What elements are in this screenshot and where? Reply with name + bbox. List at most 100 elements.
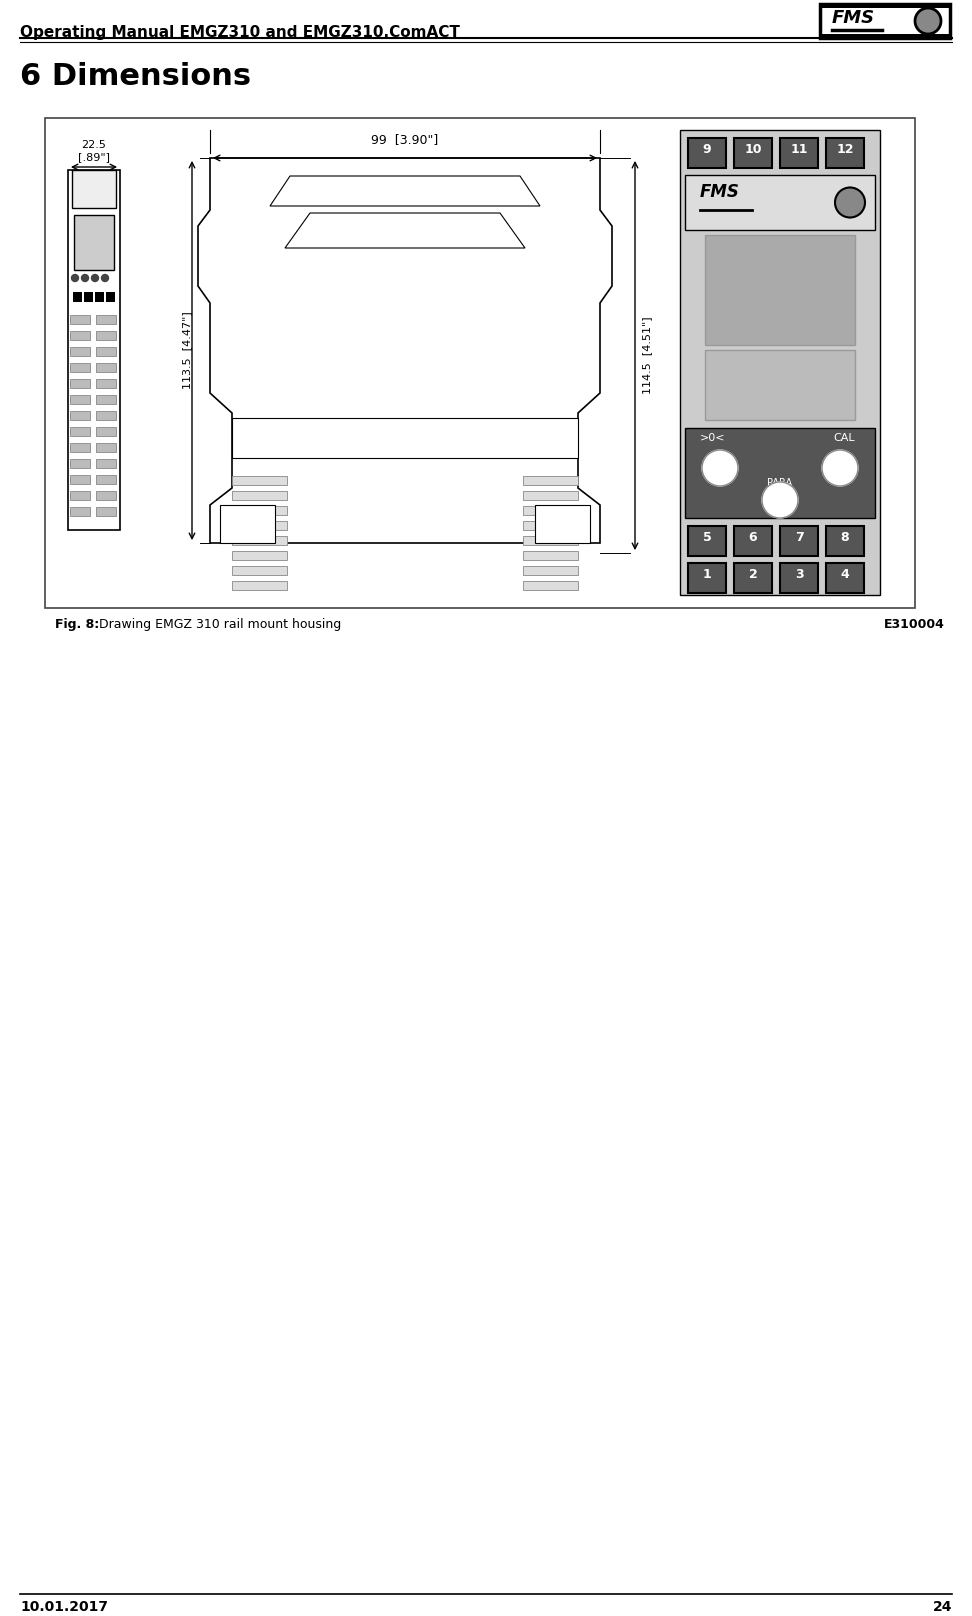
Bar <box>523 582 578 590</box>
Bar <box>70 475 90 485</box>
Bar <box>232 506 287 516</box>
Bar <box>70 331 90 339</box>
Bar <box>84 292 93 302</box>
Bar <box>96 443 116 452</box>
Bar <box>106 292 115 302</box>
Bar <box>70 315 90 323</box>
Polygon shape <box>198 158 612 543</box>
Text: FMS: FMS <box>700 183 740 200</box>
Text: 4: 4 <box>841 567 850 582</box>
Text: 114.5  [4.51"]: 114.5 [4.51"] <box>642 317 652 394</box>
Bar <box>96 459 116 469</box>
Text: E310004: E310004 <box>885 617 945 630</box>
Bar <box>70 507 90 516</box>
Bar <box>688 525 726 556</box>
Bar <box>232 582 287 590</box>
Bar <box>70 364 90 372</box>
Circle shape <box>915 8 941 34</box>
Circle shape <box>101 275 109 281</box>
Text: >0<: >0< <box>700 433 725 443</box>
Circle shape <box>72 275 79 281</box>
Bar <box>74 215 114 270</box>
Bar <box>73 292 82 302</box>
Bar <box>96 331 116 339</box>
Polygon shape <box>232 419 578 457</box>
Bar <box>826 137 864 168</box>
Circle shape <box>822 449 858 486</box>
Text: 1: 1 <box>703 567 712 582</box>
Bar <box>232 520 287 530</box>
Bar <box>734 137 772 168</box>
Text: 6 Dimensions: 6 Dimensions <box>20 61 251 90</box>
Bar <box>96 410 116 420</box>
Polygon shape <box>270 176 540 205</box>
Text: 113.5  [4.47"]: 113.5 [4.47"] <box>182 312 192 389</box>
Bar <box>70 459 90 469</box>
Bar <box>45 118 915 608</box>
Bar <box>523 520 578 530</box>
Bar <box>70 410 90 420</box>
Text: Operating Manual EMGZ310 and EMGZ310.ComACT: Operating Manual EMGZ310 and EMGZ310.Com… <box>20 24 460 40</box>
Bar <box>232 551 287 561</box>
Bar <box>780 562 818 593</box>
Bar <box>680 129 880 595</box>
Bar <box>70 427 90 436</box>
Bar <box>95 292 104 302</box>
Text: 99  [3.90"]: 99 [3.90"] <box>371 133 438 145</box>
Bar <box>826 525 864 556</box>
Bar <box>780 525 818 556</box>
Text: 10.01.2017: 10.01.2017 <box>20 1600 108 1614</box>
Bar <box>232 537 287 545</box>
Bar <box>232 566 287 575</box>
Bar <box>232 491 287 499</box>
Bar <box>820 34 950 39</box>
Bar <box>96 315 116 323</box>
Text: 22.5: 22.5 <box>82 141 107 150</box>
Bar <box>96 364 116 372</box>
Bar <box>820 3 950 8</box>
Bar <box>72 170 116 208</box>
Bar <box>70 380 90 388</box>
Bar <box>96 347 116 356</box>
Bar <box>70 347 90 356</box>
Text: 3: 3 <box>795 567 803 582</box>
Bar <box>96 427 116 436</box>
Bar <box>523 537 578 545</box>
Text: 7: 7 <box>795 532 804 545</box>
Bar <box>96 507 116 516</box>
Text: Fig. 8:: Fig. 8: <box>55 617 99 630</box>
Text: 12: 12 <box>836 142 853 157</box>
Bar <box>685 428 875 519</box>
Bar <box>685 175 875 229</box>
Bar <box>826 562 864 593</box>
Bar <box>820 3 950 39</box>
Bar <box>96 475 116 485</box>
Text: 6: 6 <box>748 532 757 545</box>
Bar <box>70 394 90 404</box>
Text: CAL: CAL <box>833 433 855 443</box>
Bar <box>68 170 120 530</box>
Bar <box>523 477 578 485</box>
Polygon shape <box>285 213 525 247</box>
Text: 10: 10 <box>745 142 762 157</box>
Text: 8: 8 <box>841 532 850 545</box>
Circle shape <box>762 482 798 519</box>
Bar <box>232 477 287 485</box>
Text: FMS: FMS <box>832 10 875 27</box>
Bar <box>220 504 275 543</box>
Bar <box>734 562 772 593</box>
Bar <box>688 137 726 168</box>
Text: 24: 24 <box>932 1600 952 1614</box>
Circle shape <box>82 275 88 281</box>
Bar <box>523 491 578 499</box>
Bar <box>705 234 855 344</box>
Bar <box>688 562 726 593</box>
Circle shape <box>835 187 865 218</box>
Circle shape <box>702 449 738 486</box>
Bar <box>96 491 116 499</box>
Text: 11: 11 <box>790 142 808 157</box>
Bar <box>96 394 116 404</box>
Bar <box>70 443 90 452</box>
Bar <box>780 137 818 168</box>
Text: PARA: PARA <box>768 478 792 488</box>
